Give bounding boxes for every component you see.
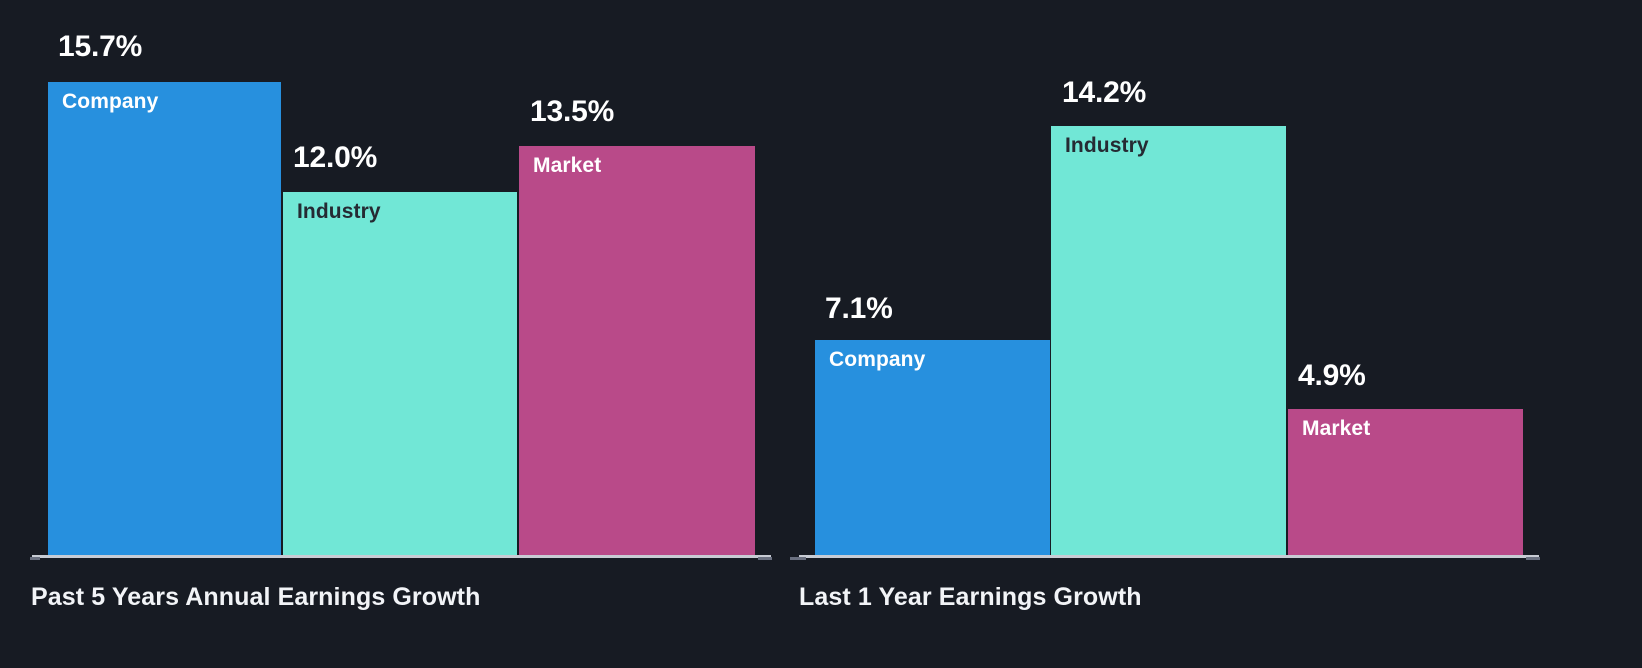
x-axis-stub-right: [1526, 557, 1540, 560]
plot-area-past-5-years: 15.7% Company 12.0% Industry 13.5% Marke…: [0, 0, 790, 560]
bar-label-company: Company: [829, 348, 926, 371]
chart-panel-past-5-years: 15.7% Company 12.0% Industry 13.5% Marke…: [0, 0, 790, 668]
bar-label-market: Market: [533, 154, 602, 177]
value-label-market: 13.5%: [530, 95, 615, 128]
x-axis-line: [799, 555, 1539, 558]
bar-label-market: Market: [1302, 417, 1371, 440]
value-label-market: 4.9%: [1298, 359, 1366, 392]
chart-title-past-5-years: Past 5 Years Annual Earnings Growth: [31, 583, 481, 611]
bar-label-company: Company: [62, 90, 159, 113]
bar-label-industry: Industry: [297, 200, 381, 223]
value-label-company: 7.1%: [825, 292, 893, 325]
value-label-industry: 12.0%: [293, 141, 378, 174]
plot-area-last-1-year: 7.1% Company 14.2% Industry 4.9% Market: [790, 0, 1642, 560]
value-label-industry: 14.2%: [1062, 76, 1147, 109]
bar-industry[interactable]: Industry: [283, 192, 517, 558]
bar-market[interactable]: Market: [1288, 409, 1523, 558]
bar-company[interactable]: Company: [815, 340, 1050, 558]
bar-market[interactable]: Market: [519, 146, 755, 558]
x-axis-stub-left: [30, 557, 40, 560]
bar-label-industry: Industry: [1065, 134, 1149, 157]
x-axis-stub-right: [758, 557, 772, 560]
value-label-company: 15.7%: [58, 30, 143, 63]
x-axis-stub-left: [790, 557, 806, 560]
chart-panel-last-1-year: 7.1% Company 14.2% Industry 4.9% Market …: [790, 0, 1642, 668]
x-axis-line: [32, 555, 771, 558]
chart-title-last-1-year: Last 1 Year Earnings Growth: [799, 583, 1142, 611]
bar-industry[interactable]: Industry: [1051, 126, 1286, 558]
bar-company[interactable]: Company: [48, 82, 281, 558]
